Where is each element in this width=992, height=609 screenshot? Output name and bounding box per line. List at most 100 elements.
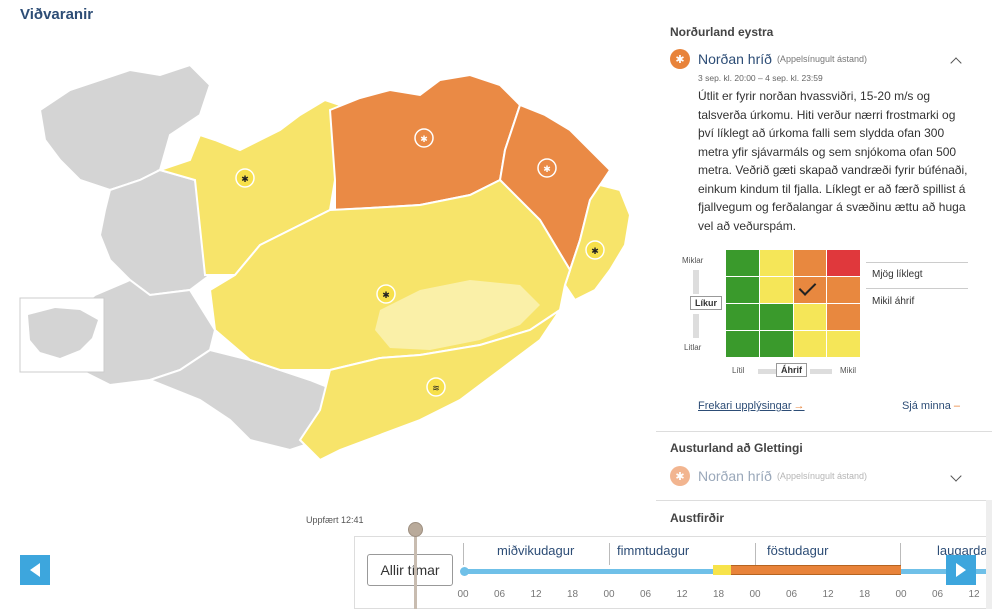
snow-wind-icon: ✱ bbox=[670, 49, 690, 69]
timeline-prev-button[interactable] bbox=[20, 555, 50, 585]
y-axis-line-bottom bbox=[693, 314, 699, 338]
hour-label: 06 bbox=[785, 589, 798, 600]
timeline-track-area[interactable]: miðvikudagur fimmtudagur föstudagur laug… bbox=[457, 537, 992, 609]
hour-label: 12 bbox=[676, 589, 688, 600]
map-region-northwest bbox=[156, 98, 342, 276]
divider bbox=[656, 500, 992, 501]
day-divider bbox=[463, 543, 464, 565]
hour-label: 12 bbox=[530, 589, 542, 600]
hour-label: 12 bbox=[822, 589, 834, 600]
hour-label: 06 bbox=[493, 589, 506, 600]
more-info-label: Frekari upplýsingar bbox=[698, 400, 792, 412]
hour-label: 06 bbox=[639, 589, 652, 600]
day-divider bbox=[900, 543, 901, 565]
legend-divider-mid bbox=[866, 288, 968, 289]
snow-wind-icon: ✱ bbox=[670, 466, 690, 486]
map-glacier bbox=[375, 280, 540, 350]
x-axis-line-left bbox=[758, 369, 776, 374]
map-warning-icon-northwest: ✱ bbox=[235, 168, 255, 188]
hour-label: 00 bbox=[749, 589, 761, 600]
map-region-west bbox=[98, 168, 212, 297]
chevron-up-icon[interactable] bbox=[950, 57, 962, 69]
map-inset-land bbox=[28, 308, 98, 358]
risk-cell bbox=[759, 304, 793, 330]
more-info-link[interactable]: Frekari upplýsingar → bbox=[698, 400, 805, 412]
arrow-right-icon bbox=[956, 563, 966, 577]
risk-cell bbox=[793, 277, 827, 303]
day-label: laugarda bbox=[937, 543, 988, 558]
map-warning-icon-east-fjords: ✱ bbox=[585, 240, 605, 260]
updated-timestamp: Uppfært 12:41 bbox=[306, 515, 364, 525]
hour-label: 18 bbox=[566, 589, 579, 600]
timeline-start-dot bbox=[460, 567, 469, 576]
day-divider bbox=[609, 543, 610, 565]
map-warning-icon-south: ≋ bbox=[426, 377, 446, 397]
svg-text:✱: ✱ bbox=[382, 291, 390, 301]
impact-low-label: Lítil bbox=[732, 366, 745, 375]
day-label: föstudagur bbox=[767, 543, 829, 558]
hour-label: 18 bbox=[858, 589, 871, 600]
day-label: miðvikudagur bbox=[497, 543, 575, 558]
impact-axis-label: Áhrif bbox=[776, 363, 807, 377]
hour-label: 18 bbox=[712, 589, 725, 600]
divider bbox=[656, 431, 992, 432]
risk-cell bbox=[793, 250, 827, 276]
likelihood-axis-label: Líkur bbox=[690, 296, 723, 310]
risk-cell bbox=[726, 304, 759, 330]
arrow-left-icon bbox=[30, 563, 40, 577]
current-time-handle[interactable] bbox=[408, 522, 423, 537]
warning-status: (Appelsínugult ástand) bbox=[776, 54, 867, 64]
svg-text:✱: ✱ bbox=[241, 175, 249, 185]
svg-text:✱: ✱ bbox=[420, 135, 428, 145]
warning-name: Norðan hríð bbox=[698, 51, 772, 67]
show-less-link[interactable]: Sjá minna – bbox=[902, 400, 960, 412]
checkmark-icon bbox=[798, 278, 816, 296]
scrollbar[interactable] bbox=[986, 500, 992, 609]
map-warning-icon-north-east: ✱ bbox=[414, 128, 434, 148]
map-warning-icon-highlands: ✱ bbox=[376, 284, 396, 304]
chevron-down-icon[interactable] bbox=[950, 470, 962, 482]
risk-cell bbox=[793, 331, 827, 357]
warning-description: Útlit er fyrir norðan hvassviðri, 15-20 … bbox=[698, 89, 968, 233]
risk-cell bbox=[759, 331, 793, 357]
hour-label: 00 bbox=[457, 589, 469, 600]
risk-matrix: Miklar Líkur Litlar Lítil Áhrif Mikil Mj… bbox=[670, 248, 980, 380]
svg-text:≋: ≋ bbox=[432, 384, 440, 394]
orange-warning-bar[interactable] bbox=[731, 565, 901, 575]
svg-text:✱: ✱ bbox=[591, 247, 599, 257]
risk-cell bbox=[827, 250, 860, 276]
risk-cell bbox=[793, 304, 827, 330]
risk-cell bbox=[759, 250, 793, 276]
warning-header-north-east[interactable]: ✱ Norðan hríð (Appelsínugult ástand) bbox=[670, 49, 867, 69]
warnings-sidebar: Norðurland eystra ✱ Norðan hríð (Appelsí… bbox=[656, 0, 992, 540]
day-divider bbox=[755, 543, 756, 565]
hour-label: 06 bbox=[931, 589, 944, 600]
timeline-next-button[interactable] bbox=[946, 555, 976, 585]
risk-cell bbox=[827, 331, 860, 357]
current-time-line bbox=[414, 536, 417, 609]
warning-map[interactable]: ✱ ✱ ✱ ✱ ✱ ≋ bbox=[0, 40, 650, 480]
region-title-north-east: Norðurland eystra bbox=[670, 25, 774, 39]
risk-cell bbox=[726, 331, 759, 357]
legend-impact: Mikil áhrif bbox=[872, 296, 915, 307]
show-less-label: Sjá minna bbox=[901, 400, 951, 412]
likelihood-high-label: Miklar bbox=[682, 256, 704, 265]
hour-label: 00 bbox=[895, 589, 907, 600]
map-region-westfjords bbox=[38, 63, 212, 192]
warning-header-east[interactable]: ✱ Norðan hríð (Appelsínugult ástand) bbox=[670, 466, 867, 486]
risk-cell bbox=[726, 250, 759, 276]
day-label: fimmtudagur bbox=[617, 543, 690, 558]
hour-label: 12 bbox=[968, 589, 980, 600]
yellow-warning-bar[interactable] bbox=[713, 565, 731, 575]
svg-text:✱: ✱ bbox=[543, 165, 551, 175]
risk-cell bbox=[827, 277, 860, 303]
warning-time-range: 3 sep. kl. 20:00 – 4 sep. kl. 23:59 bbox=[698, 73, 823, 83]
region-title-east: Austurland að Glettingi bbox=[670, 441, 803, 455]
timeline[interactable]: Allir tímar miðvikudagur fimmtudagur fös… bbox=[354, 536, 992, 609]
y-axis-line-top bbox=[693, 270, 699, 294]
page-title: Viðvaranir bbox=[20, 6, 94, 23]
map-warning-icon-east: ✱ bbox=[537, 158, 557, 178]
legend-likelihood: Mjög líklegt bbox=[872, 269, 923, 280]
all-times-button[interactable]: Allir tímar bbox=[367, 554, 453, 586]
impact-high-label: Mikil bbox=[840, 366, 856, 375]
